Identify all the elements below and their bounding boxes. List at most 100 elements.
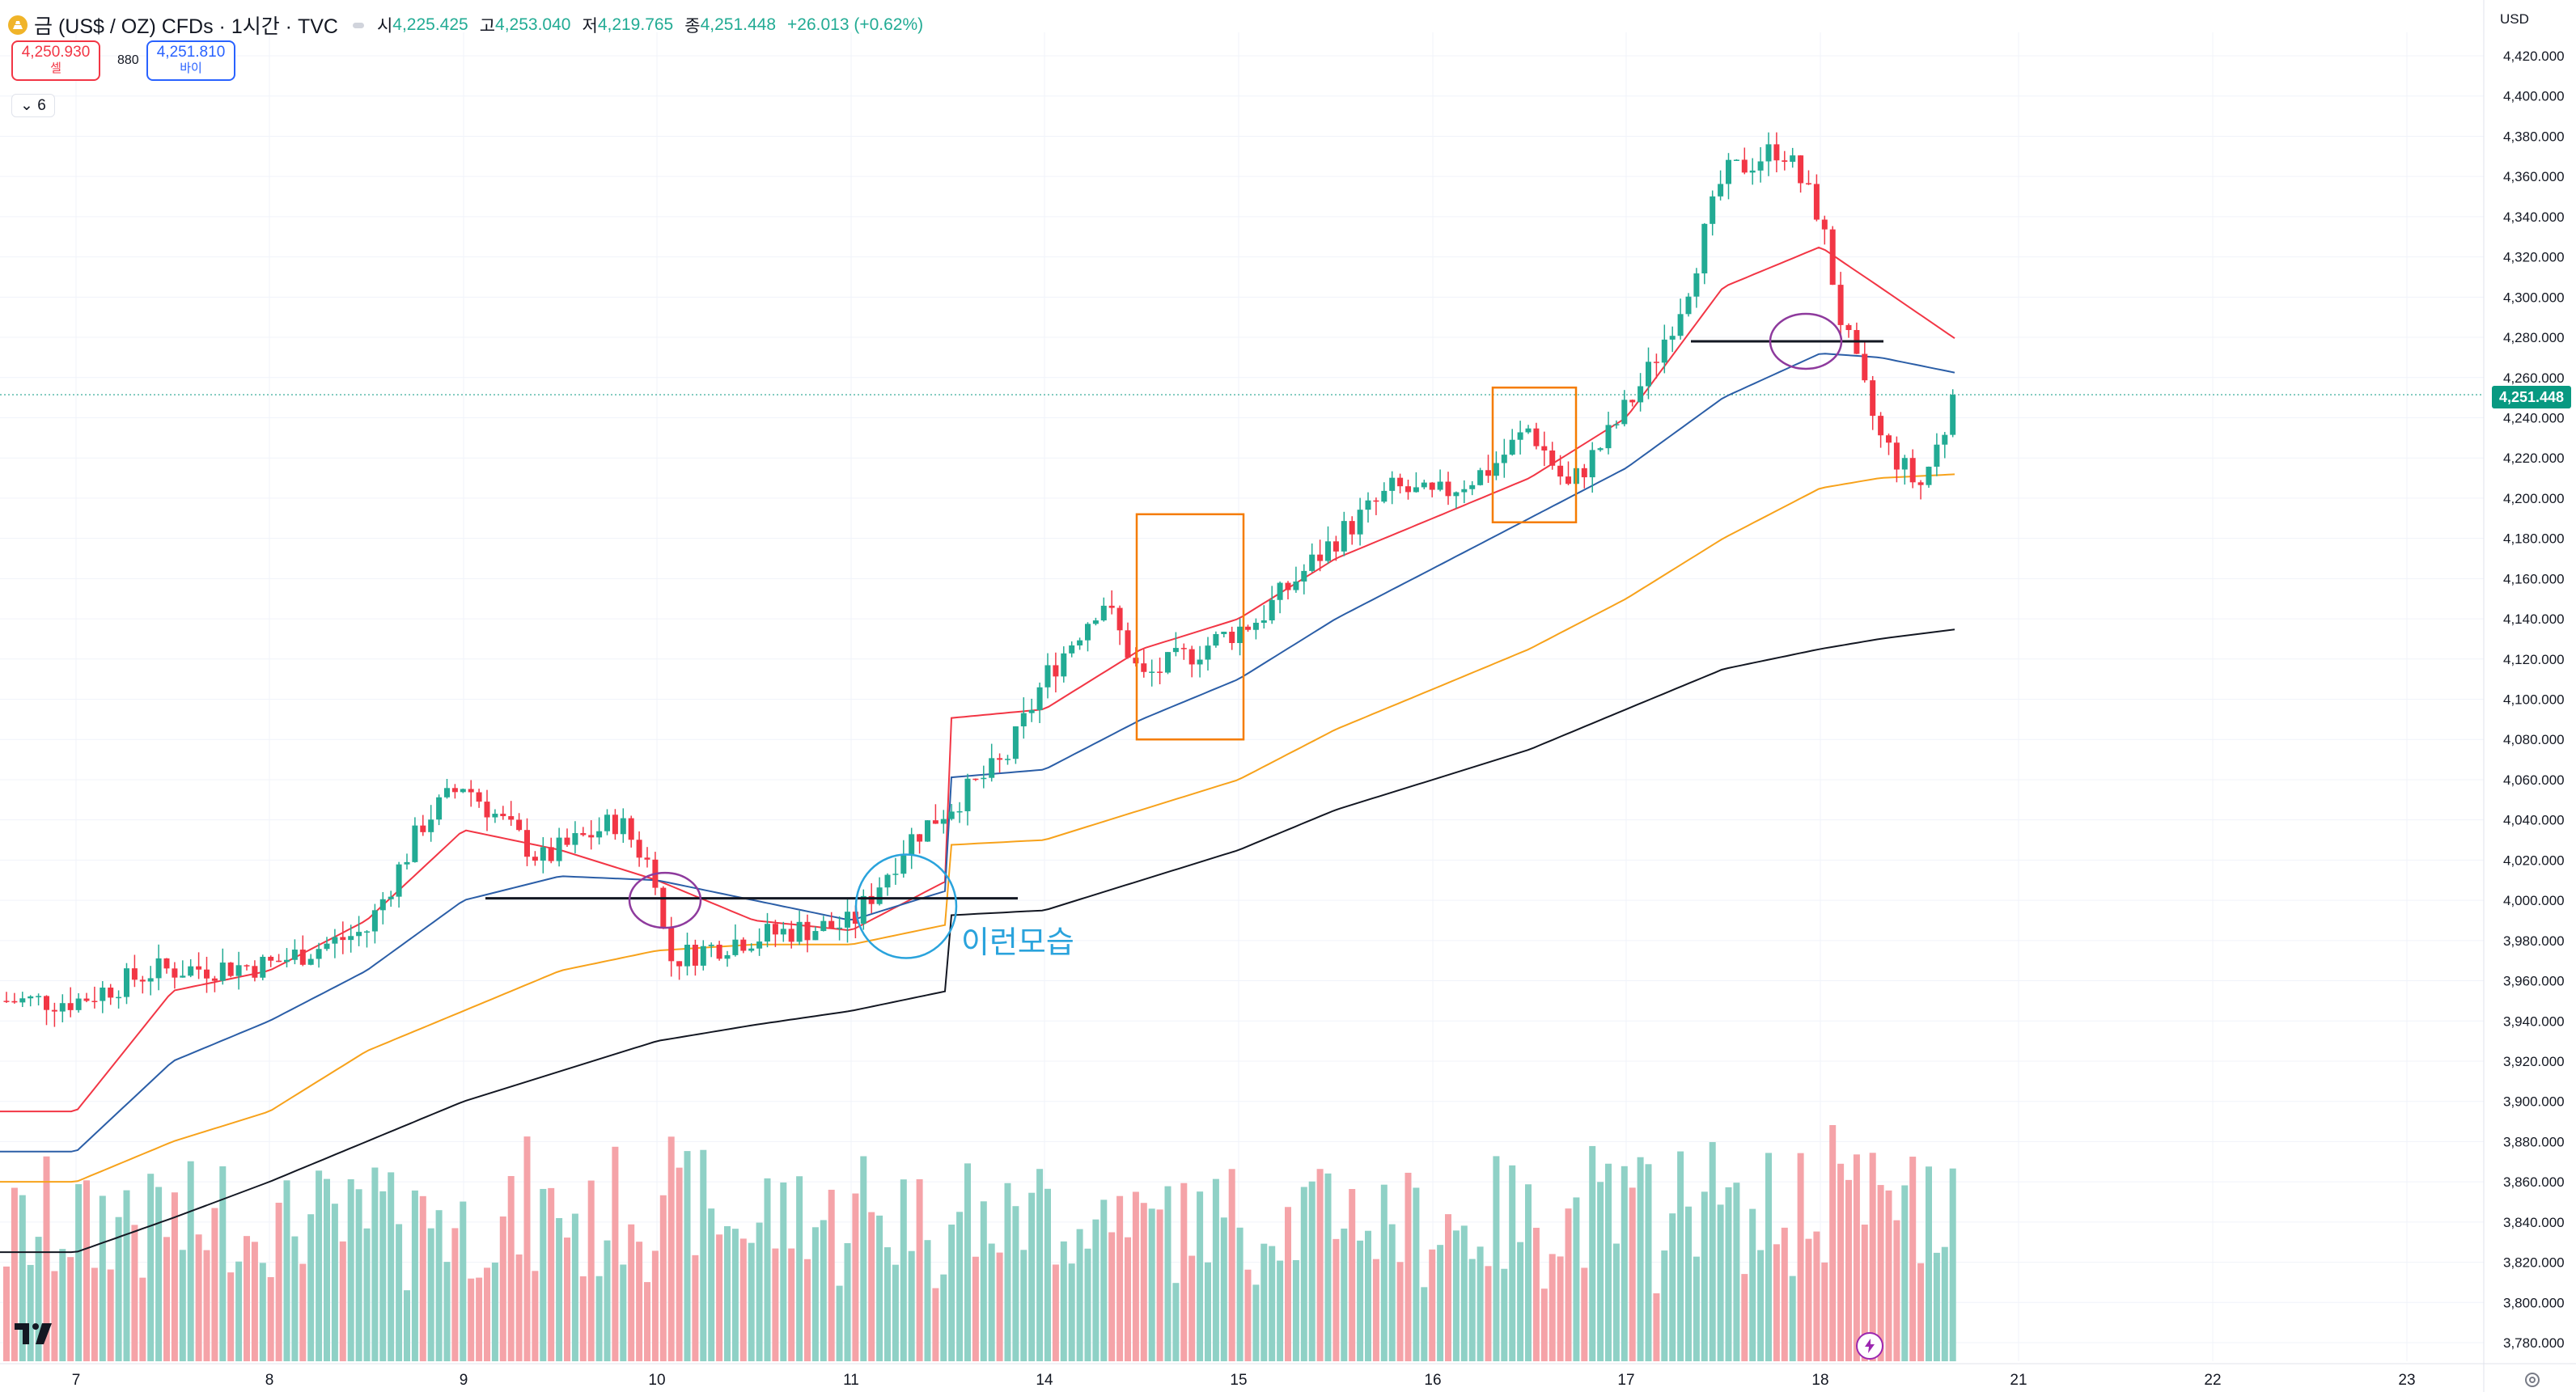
candle-body (1405, 486, 1411, 493)
volume-bar (355, 1189, 362, 1361)
symbol-header: 금 (US$ / OZ) CFDs · 1시간 · TVC 시 4,225.42… (8, 11, 934, 39)
sell-button[interactable]: 4,250.930 셀 (11, 40, 100, 81)
y-tick-label: 4,000.000 (2503, 893, 2565, 908)
candle-body (668, 927, 675, 962)
settings-gear-icon[interactable] (2523, 1370, 2542, 1390)
volume-bar (1164, 1186, 1171, 1361)
candle-body (1862, 353, 1868, 381)
volume-bar (299, 1263, 307, 1361)
lightning-icon[interactable] (1856, 1332, 1883, 1360)
volume-bar (1212, 1178, 1219, 1361)
volume-bar (1220, 1217, 1227, 1361)
volume-bar (844, 1242, 851, 1361)
candle-body (244, 965, 250, 967)
candle-body (1365, 500, 1371, 510)
candle-body (83, 998, 90, 1001)
volume-bar (1773, 1244, 1780, 1361)
candle-body (1701, 223, 1708, 274)
y-tick-label: 3,980.000 (2503, 933, 2565, 949)
annotation-text[interactable]: 이런모습 (961, 926, 1074, 960)
candle-body (356, 932, 362, 937)
tradingview-logo-icon[interactable] (13, 1320, 57, 1348)
candle-body (59, 1003, 66, 1012)
candle-body (1325, 541, 1331, 561)
candle-body (1782, 160, 1788, 163)
volume-bar (1421, 1287, 1428, 1361)
candle-body (1285, 582, 1291, 590)
candle-body (276, 960, 282, 963)
volume-bar (11, 1187, 18, 1361)
volume-bar (1493, 1156, 1500, 1361)
volume-bar (1437, 1245, 1444, 1361)
volume-bar (107, 1269, 114, 1361)
volume-bar (1365, 1230, 1371, 1361)
candle-body (131, 968, 138, 980)
candle-body (748, 948, 755, 951)
volume-bar (564, 1238, 570, 1361)
candle-body (1589, 450, 1595, 478)
volume-bar (1669, 1213, 1676, 1361)
volume-bar (1829, 1124, 1837, 1361)
volume-bar (1060, 1241, 1067, 1361)
candle-body (1829, 229, 1836, 286)
y-tick-label: 4,280.000 (2503, 330, 2565, 345)
volume-bar (988, 1243, 995, 1361)
candle-body (1092, 620, 1099, 624)
candle-body (1437, 481, 1443, 490)
currency-selector[interactable]: USD (2500, 11, 2529, 27)
volume-bar (1380, 1184, 1388, 1361)
volume-bar (1725, 1187, 1732, 1361)
candle-body (1525, 428, 1532, 433)
volume-bar (852, 1193, 859, 1361)
y-tick-label: 3,940.000 (2503, 1013, 2565, 1029)
volume-bar (203, 1250, 210, 1361)
candle-body (1141, 663, 1147, 672)
volume-bar (924, 1240, 931, 1361)
candle-body (436, 797, 443, 820)
volume-bar (1004, 1183, 1011, 1361)
candle-body (740, 939, 747, 951)
volume-bar (3, 1266, 10, 1361)
candle-body (379, 899, 386, 911)
volume-bar (1549, 1254, 1556, 1361)
volume-bar (419, 1195, 426, 1361)
volume-bar (244, 1236, 250, 1361)
open-value: 4,225.425 (392, 15, 468, 34)
volume-bar (1677, 1151, 1684, 1361)
volume-bar (75, 1184, 83, 1361)
volume-bar (1300, 1187, 1307, 1361)
volume-bar (940, 1274, 947, 1361)
volume-bar (659, 1195, 667, 1361)
volume-bar (1621, 1166, 1628, 1361)
volume-bar (1821, 1262, 1828, 1361)
candle-body (812, 931, 819, 941)
user-drawings[interactable] (485, 312, 1883, 959)
candle-body (508, 816, 515, 820)
symbol-title[interactable]: 금 (US$ / OZ) CFDs · 1시간 · TVC (34, 15, 338, 38)
volume-bar (1285, 1207, 1291, 1361)
candle-body (925, 820, 930, 842)
candle-body (1020, 713, 1027, 727)
volume-bar (147, 1174, 155, 1361)
volume-bar (1709, 1142, 1716, 1361)
volume-bar (371, 1167, 379, 1361)
candle-body (28, 996, 34, 999)
candle-body (492, 814, 498, 818)
indicators-toggle[interactable]: ⌄ 6 (11, 94, 55, 117)
candle-body (1221, 632, 1227, 634)
volume-bar (836, 1285, 843, 1361)
volume-bar (1893, 1220, 1900, 1361)
volume-bar (1269, 1246, 1276, 1361)
candle-body (556, 837, 562, 861)
volume-bar (484, 1267, 490, 1361)
candle-body (1229, 632, 1235, 644)
candle-body (284, 959, 290, 963)
candle-body (981, 777, 987, 780)
y-tick-label: 4,120.000 (2503, 652, 2565, 667)
candle-body (451, 788, 458, 793)
candle-body (1886, 435, 1892, 443)
candle-body (1197, 659, 1203, 665)
buy-button[interactable]: 4,251.810 바이 (146, 40, 235, 81)
candle-body (1934, 444, 1940, 467)
